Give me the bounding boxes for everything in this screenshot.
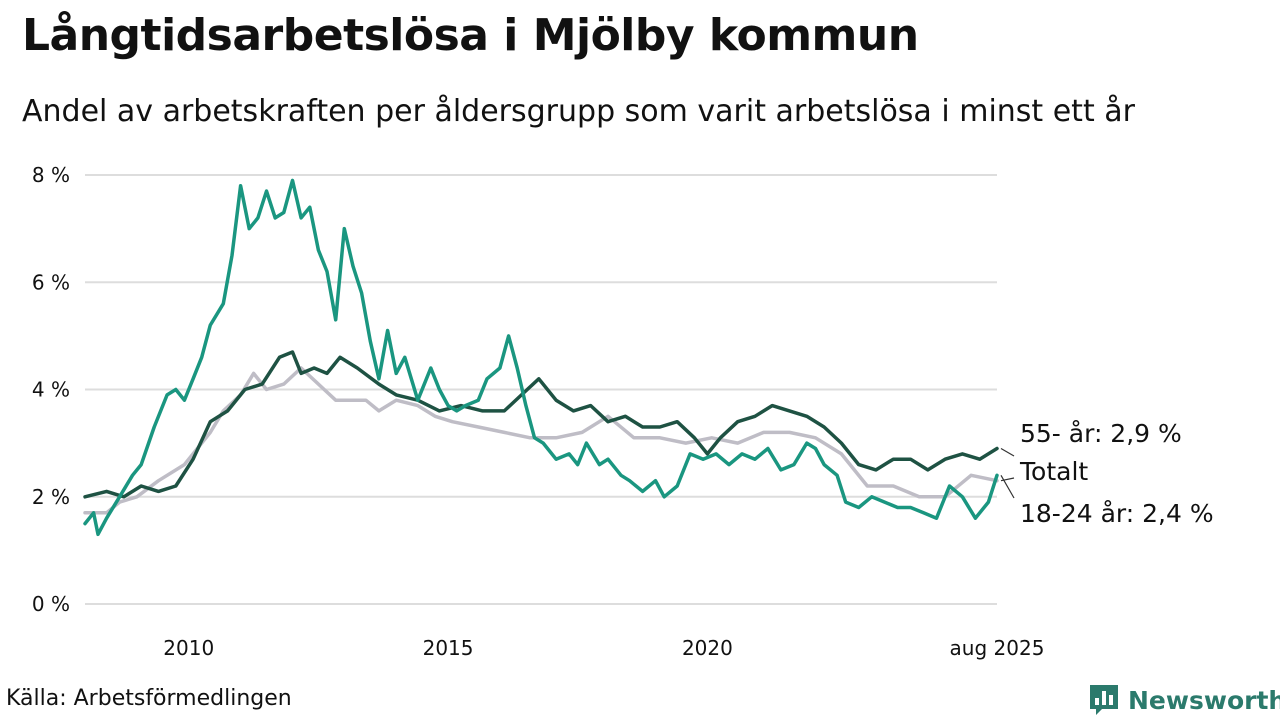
source-note: Källa: Arbetsförmedlingen (6, 686, 292, 711)
y-axis-ticks: 0 % 2 % 4 % 6 % 8 % (32, 163, 70, 616)
x-tick-label: 2010 (163, 636, 214, 660)
end-label: 55- år: 2,9 % (1020, 419, 1182, 448)
series-line-55-r (83, 350, 999, 499)
series-lines (83, 178, 999, 537)
chart-subtitle: Andel av arbetskraften per åldersgrupp s… (22, 94, 1135, 129)
y-tick-label: 6 % (32, 270, 70, 294)
gridlines (85, 174, 997, 605)
end-label-leader (1000, 475, 1015, 499)
x-tick-label: 2015 (423, 636, 474, 660)
x-axis-ticks: 2010 2015 2020 aug 2025 (163, 636, 1044, 660)
brand-logo[interactable]: Newsworthy (1088, 683, 1280, 717)
x-tick-label: aug 2025 (950, 636, 1045, 660)
end-label: Totalt (1019, 457, 1088, 486)
chart-title: Långtidsarbetslösa i Mjölby kommun (22, 10, 919, 61)
y-tick-label: 2 % (32, 485, 70, 509)
end-labels: 55- år: 2,9 % Totalt 18-24 år: 2,4 % (1000, 419, 1214, 528)
y-tick-label: 4 % (32, 378, 70, 402)
x-tick-label: 2020 (682, 636, 733, 660)
end-label-leader (1000, 447, 1015, 457)
end-label: 18-24 år: 2,4 % (1020, 499, 1214, 528)
series-line-18-24-r (83, 178, 999, 537)
y-tick-label: 0 % (32, 592, 70, 616)
y-tick-label: 8 % (32, 163, 70, 187)
brand-name: Newsworthy (1128, 685, 1280, 715)
newsworthy-logo-icon (1090, 685, 1118, 715)
